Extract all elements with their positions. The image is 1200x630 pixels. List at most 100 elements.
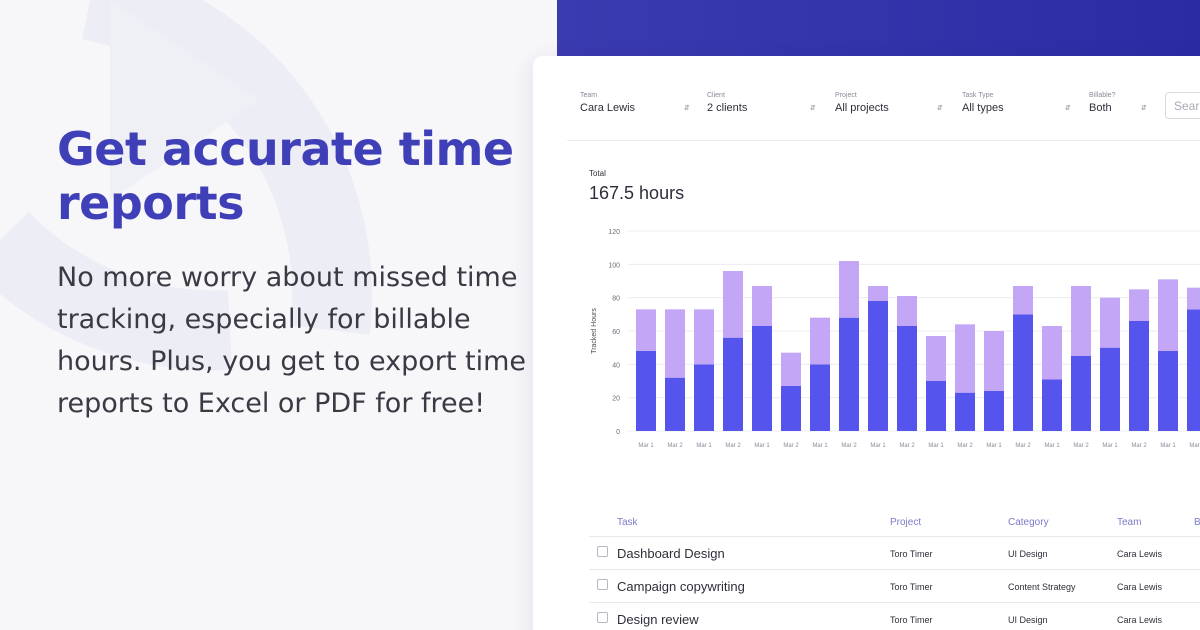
row-checkbox[interactable] <box>597 612 608 623</box>
bar-non-billable <box>694 309 714 365</box>
row-checkbox[interactable] <box>597 546 608 557</box>
bar-non-billable <box>665 309 685 378</box>
table-row[interactable]: Campaign copywriting Toro Timer Content … <box>589 569 1200 602</box>
y-tick-label: 100 <box>608 262 620 269</box>
bar-billable <box>1071 356 1091 431</box>
hero-headline: Get accurate time reports <box>57 122 514 230</box>
filter-value: 2 clients <box>707 102 748 114</box>
select-caret-icon: ⇵ <box>684 105 690 112</box>
x-tick-label: Mar 1 <box>986 443 1002 449</box>
bar-non-billable <box>897 296 917 326</box>
bar-non-billable <box>1042 326 1062 380</box>
bar-billable <box>1100 347 1120 431</box>
bar-billable <box>1158 351 1178 431</box>
column-header-category[interactable]: Category <box>1008 517 1049 528</box>
column-header-project[interactable]: Project <box>890 517 922 528</box>
team-cell: Cara Lewis <box>1117 615 1163 625</box>
bar-billable <box>636 351 656 431</box>
hours-bar-chart: 0 20 40 60 80 100 120 Tracked Hours Mar 1 Mar 2 Ma… <box>591 229 1200 449</box>
table-row[interactable]: Dashboard Design Toro Timer UI Design Ca… <box>589 536 1200 569</box>
bar-billable <box>955 392 975 431</box>
bar-non-billable <box>781 352 801 386</box>
bar-non-billable <box>1187 287 1200 310</box>
bar-billable <box>897 326 917 431</box>
x-tick-label: Mar 2 <box>667 443 683 449</box>
column-header-team[interactable]: Team <box>1117 517 1142 528</box>
filter-task-type[interactable]: Task Type All types ⇵ <box>962 92 1072 128</box>
select-caret-icon: ⇵ <box>937 105 943 112</box>
bar-non-billable <box>1013 286 1033 315</box>
task-name: Campaign copywriting <box>617 579 745 594</box>
bar-billable <box>926 381 946 431</box>
task-name: Design review <box>617 612 699 627</box>
bar-non-billable <box>868 286 888 301</box>
filter-label: Task Type <box>962 92 994 99</box>
total-label: Total <box>589 169 606 178</box>
bar-non-billable <box>723 271 743 338</box>
bar-billable <box>1042 379 1062 431</box>
y-tick-label: 60 <box>612 329 620 336</box>
bar-billable <box>781 386 801 431</box>
bar-non-billable <box>839 261 859 318</box>
x-tick-label: Mar 1 <box>754 443 770 449</box>
table-row[interactable]: Design review Toro Timer UI Design Cara … <box>589 602 1200 630</box>
x-tick-label: Mar 2 <box>1189 443 1200 449</box>
x-tick-label: Mar 2 <box>1131 443 1147 449</box>
bar-non-billable <box>752 286 772 326</box>
bar-billable <box>810 364 830 431</box>
x-tick-label: Mar 1 <box>1044 443 1060 449</box>
filter-value: All projects <box>835 102 889 114</box>
x-tick-label: Mar 1 <box>1160 443 1176 449</box>
bar-billable <box>1013 314 1033 431</box>
row-checkbox[interactable] <box>597 579 608 590</box>
background-decoration <box>0 0 373 371</box>
category-cell: UI Design <box>1008 615 1048 625</box>
y-tick-label: 120 <box>608 229 620 236</box>
filter-label: Project <box>835 92 857 99</box>
filter-team[interactable]: Team Cara Lewis ⇵ <box>580 92 690 128</box>
bar-non-billable <box>810 317 830 365</box>
x-tick-label: Mar 2 <box>725 443 741 449</box>
task-name: Dashboard Design <box>617 546 725 561</box>
y-tick-label: 0 <box>616 429 620 436</box>
select-caret-icon: ⇵ <box>1141 105 1147 112</box>
x-tick-label: Mar 1 <box>870 443 886 449</box>
filter-billable[interactable]: Billable? Both ⇵ <box>1089 92 1149 128</box>
y-tick-label: 80 <box>612 296 620 303</box>
header-band <box>557 0 1200 56</box>
select-caret-icon: ⇵ <box>1065 105 1071 112</box>
column-header-extra[interactable]: B <box>1194 517 1200 528</box>
bar-non-billable <box>1100 297 1120 348</box>
y-tick-label: 20 <box>612 396 620 403</box>
bar-billable <box>839 317 859 431</box>
x-tick-label: Mar 1 <box>696 443 712 449</box>
x-tick-label: Mar 1 <box>1102 443 1118 449</box>
bar-non-billable <box>984 331 1004 391</box>
bar-non-billable <box>1158 279 1178 351</box>
category-cell: Content Strategy <box>1008 582 1076 592</box>
y-tick-label: 40 <box>612 362 620 369</box>
filter-bar: Team Cara Lewis ⇵ Client 2 clients ⇵ Pro… <box>580 92 1200 132</box>
divider <box>567 140 1200 141</box>
bar-billable <box>723 337 743 431</box>
y-axis-label: Tracked Hours <box>591 308 598 354</box>
bar-non-billable <box>955 324 975 393</box>
filter-project[interactable]: Project All projects ⇵ <box>835 92 945 128</box>
search-input[interactable]: Sear <box>1165 92 1200 119</box>
x-tick-label: Mar 2 <box>1015 443 1031 449</box>
x-tick-label: Mar 2 <box>1073 443 1089 449</box>
filter-value: Cara Lewis <box>580 102 636 114</box>
bar-billable <box>752 326 772 431</box>
filter-client[interactable]: Client 2 clients ⇵ <box>707 92 817 128</box>
x-tick-label: Mar 1 <box>928 443 944 449</box>
filter-label: Billable? <box>1089 92 1116 99</box>
bar-billable <box>694 364 714 431</box>
x-tick-label: Mar 2 <box>957 443 973 449</box>
filter-value: Both <box>1089 102 1112 114</box>
total-value: 167.5 hours <box>589 183 685 203</box>
column-header-task[interactable]: Task <box>617 517 638 528</box>
x-tick-label: Mar 2 <box>899 443 915 449</box>
bar-non-billable <box>1129 289 1149 321</box>
team-cell: Cara Lewis <box>1117 582 1163 592</box>
project-cell: Toro Timer <box>890 549 933 559</box>
